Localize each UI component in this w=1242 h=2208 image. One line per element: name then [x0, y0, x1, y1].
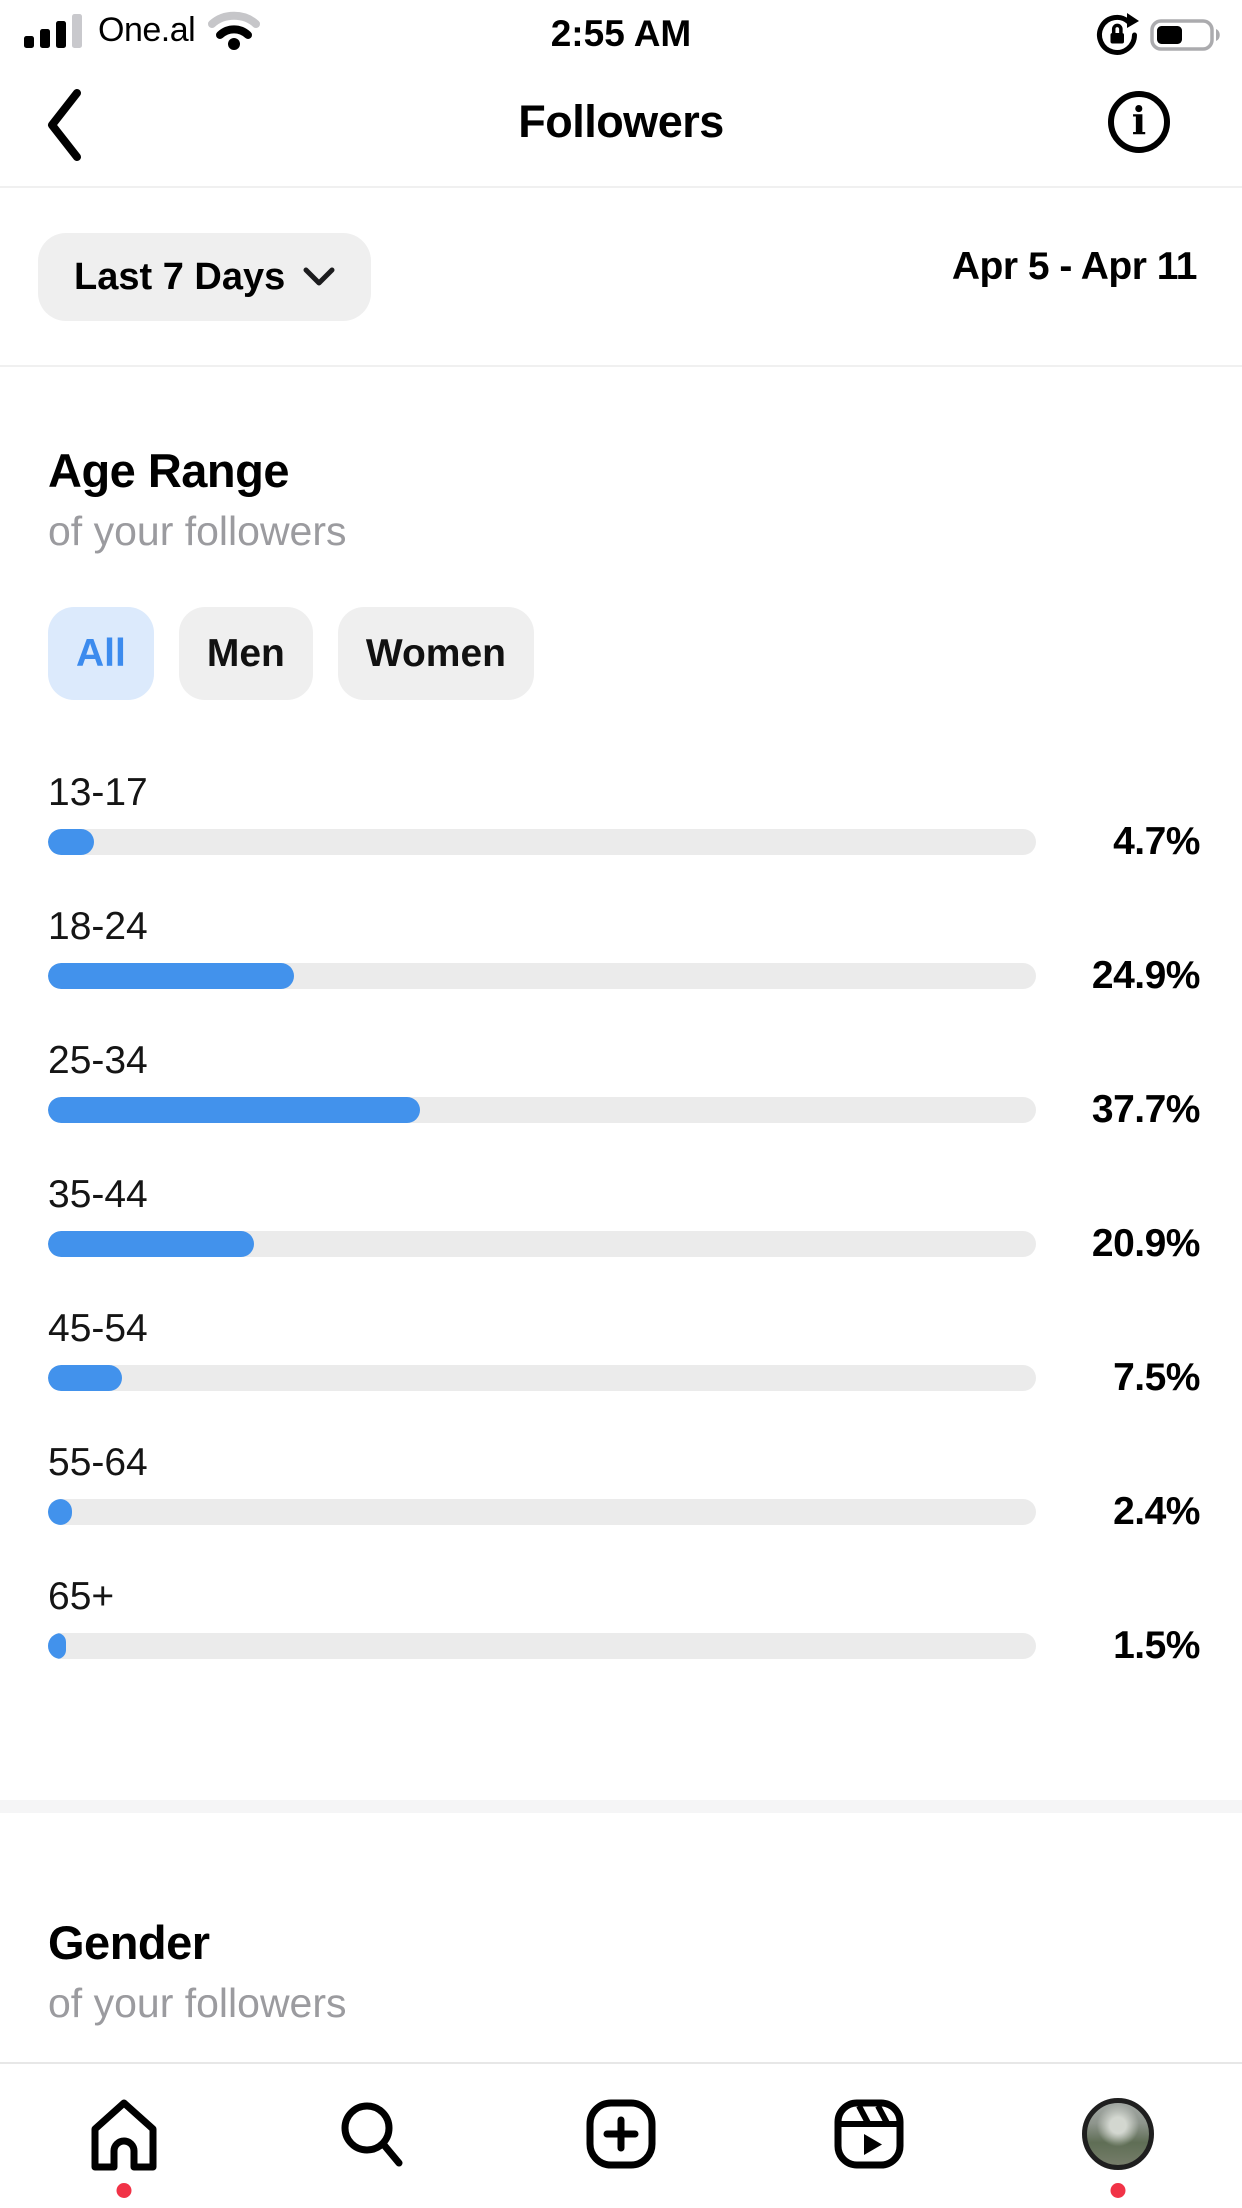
info-button[interactable]: i — [1108, 91, 1170, 153]
section-divider — [0, 1800, 1242, 1813]
gender-filter-tabs: All Men Women — [48, 607, 1242, 701]
bar-fill — [48, 829, 95, 856]
bar-fill — [48, 1499, 72, 1526]
home-icon — [91, 2099, 157, 2171]
age-percentage: 37.7% — [1091, 1088, 1201, 1132]
age-row: 25-34 37.7% — [48, 1038, 1242, 1172]
bar-track — [48, 1499, 1036, 1526]
age-range-label: 35-44 — [48, 1173, 148, 1217]
status-left-group: One.al — [24, 10, 261, 50]
bar-fill — [48, 963, 294, 990]
date-period-label: Last 7 Days — [74, 255, 286, 298]
age-range-label: 25-34 — [48, 1039, 148, 1083]
carrier-label: One.al — [98, 10, 196, 49]
tab-reels[interactable] — [745, 2064, 993, 2208]
search-icon — [341, 2102, 403, 2167]
tab-all[interactable]: All — [48, 607, 154, 701]
bar-track — [48, 1231, 1036, 1258]
clock: 2:55 AM — [550, 13, 692, 54]
bar-track — [48, 1097, 1036, 1124]
chevron-down-icon — [303, 267, 335, 286]
tab-home[interactable] — [0, 2064, 248, 2208]
age-range-chart: 13-17 4.7% 18-24 24.9% 25-34 37.7% 35-44 20.9% 4… — [48, 770, 1242, 1708]
page-title: Followers — [518, 96, 724, 147]
age-percentage: 2.4% — [1113, 1490, 1200, 1534]
tab-search[interactable] — [248, 2064, 496, 2208]
rotation-lock-icon — [1097, 13, 1139, 55]
status-right-group — [1094, 12, 1226, 58]
age-percentage: 4.7% — [1113, 820, 1200, 864]
cellular-signal-icon — [24, 14, 82, 48]
notification-badge — [116, 2183, 132, 2198]
back-button[interactable] — [36, 86, 92, 166]
notification-badge — [1110, 2183, 1126, 2198]
section-subtitle: of your followers — [48, 508, 347, 555]
age-row: 55-64 2.4% — [48, 1440, 1242, 1574]
age-range-label: 65+ — [48, 1575, 115, 1619]
age-row: 45-54 7.5% — [48, 1306, 1242, 1440]
age-percentage: 20.9% — [1091, 1222, 1201, 1266]
bar-fill — [48, 1633, 66, 1660]
age-percentage: 1.5% — [1113, 1624, 1200, 1668]
reels-icon — [834, 2099, 904, 2169]
bar-track — [48, 829, 1036, 856]
section-subtitle: of your followers — [48, 1980, 347, 2027]
age-row: 18-24 24.9% — [48, 904, 1242, 1038]
section-title: Gender — [48, 1916, 210, 1969]
wifi-icon — [208, 11, 261, 50]
age-percentage: 7.5% — [1113, 1356, 1200, 1400]
bar-fill — [48, 1365, 123, 1392]
age-row: 13-17 4.7% — [48, 770, 1242, 904]
date-range-label: Apr 5 - Apr 11 — [951, 245, 1198, 288]
gender-section: Gender of your followers — [48, 1918, 347, 2027]
age-range-label: 55-64 — [48, 1441, 148, 1485]
tab-create[interactable] — [497, 2064, 745, 2208]
tab-men[interactable]: Men — [178, 607, 313, 701]
status-bar: One.al 2:55 AM — [0, 0, 1242, 62]
bar-track — [48, 1365, 1036, 1392]
age-row: 65+ 1.5% — [48, 1574, 1242, 1708]
age-percentage: 24.9% — [1091, 954, 1201, 998]
bar-fill — [48, 1231, 255, 1258]
create-icon — [586, 2099, 656, 2169]
battery-icon — [1150, 19, 1220, 51]
bar-fill — [48, 1097, 421, 1124]
tab-profile[interactable] — [994, 2064, 1242, 2208]
age-range-label: 13-17 — [48, 771, 148, 815]
age-range-section: Age Range of your followers All Men Wome… — [48, 365, 1242, 1708]
age-row: 35-44 20.9% — [48, 1172, 1242, 1306]
bottom-tab-bar — [0, 2062, 1242, 2208]
date-period-dropdown[interactable]: Last 7 Days — [38, 233, 372, 321]
bar-track — [48, 963, 1036, 990]
age-range-label: 18-24 — [48, 905, 148, 949]
filter-row: Last 7 Days Apr 5 - Apr 11 — [0, 188, 1242, 367]
section-title: Age Range — [48, 444, 290, 497]
chevron-left-icon — [48, 88, 81, 161]
tab-women[interactable]: Women — [337, 607, 534, 701]
bar-track — [48, 1633, 1036, 1660]
profile-avatar — [1081, 2098, 1154, 2170]
age-range-label: 45-54 — [48, 1307, 148, 1351]
info-icon: i — [1131, 98, 1147, 143]
header: Followers i — [0, 62, 1242, 188]
